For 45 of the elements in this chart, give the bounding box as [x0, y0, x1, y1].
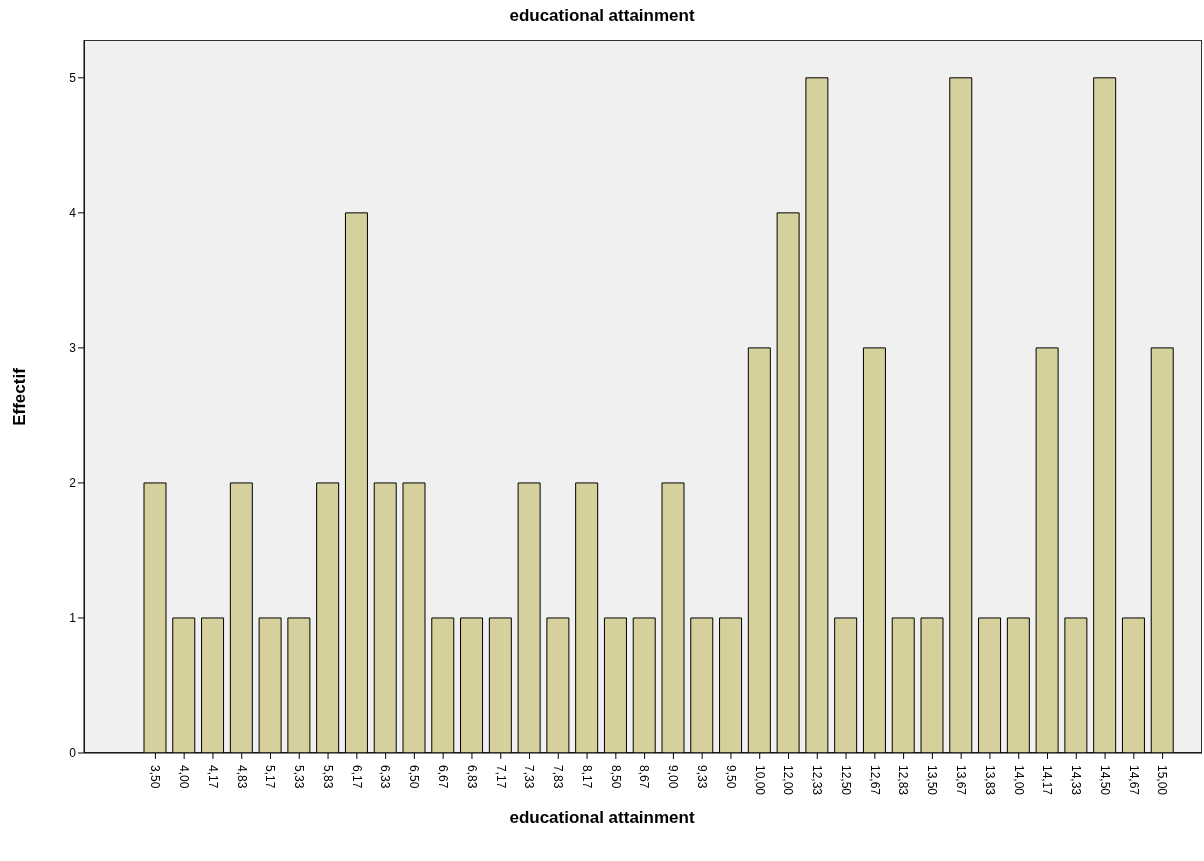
x-tick-label: 4,83: [234, 765, 249, 789]
x-tick-label: 5,83: [320, 765, 335, 789]
x-tick-label: 12,00: [781, 765, 796, 796]
x-tick-label: 3,50: [148, 765, 163, 789]
x-tick-label: 9,00: [666, 765, 681, 789]
x-tick-label: 12,33: [810, 765, 825, 796]
x-tick-label: 12,50: [838, 765, 853, 796]
x-tick-label: 6,17: [349, 765, 364, 789]
y-axis-title: Effectif: [10, 367, 30, 426]
x-tick-label: 9,50: [723, 765, 738, 789]
x-tick-label: 12,83: [896, 765, 911, 796]
x-tick-label: 15,00: [1155, 765, 1170, 796]
x-tick-label: 6,67: [435, 765, 450, 789]
x-tick-label: 6,50: [407, 765, 422, 789]
x-tick-label: 5,17: [263, 765, 278, 789]
chart-title: educational attainment: [508, 6, 696, 26]
x-tick-label: 5,33: [292, 765, 307, 789]
x-tick-label: 7,17: [493, 765, 508, 789]
y-tick-label: 4: [69, 206, 77, 221]
x-tick-label: 8,17: [579, 765, 594, 789]
y-tick-label: 1: [69, 611, 77, 626]
x-tick-label: 8,67: [637, 765, 652, 789]
x-tick-label: 4,00: [176, 765, 191, 789]
y-tick-label: 0: [69, 746, 77, 761]
x-tick-label: 7,33: [522, 765, 537, 789]
x-tick-label: 4,17: [205, 765, 220, 789]
x-tick-label: 14,17: [1040, 765, 1055, 796]
x-tick-label: 14,50: [1097, 765, 1112, 796]
y-tick-label: 5: [69, 71, 77, 86]
x-tick-label: 7,83: [551, 765, 566, 789]
x-tick-label: 12,67: [867, 765, 882, 796]
y-tick-label: 3: [69, 341, 77, 356]
x-tick-label: 13,83: [982, 765, 997, 796]
x-tick-label: 14,00: [1011, 765, 1026, 796]
x-tick-label: 8,50: [608, 765, 623, 789]
x-tick-label: 6,33: [378, 765, 393, 789]
x-tick-label: 13,67: [953, 765, 968, 796]
x-tick-label: 14,67: [1126, 765, 1141, 796]
x-tick-label: 9,33: [694, 765, 709, 789]
x-tick-label: 14,33: [1069, 765, 1084, 796]
y-tick-label: 2: [69, 476, 77, 491]
x-tick-label: 10,00: [752, 765, 767, 796]
x-tick-label: 6,83: [464, 765, 479, 789]
x-axis-title: educational attainment: [508, 808, 696, 828]
x-tick-label: 13,50: [925, 765, 940, 796]
